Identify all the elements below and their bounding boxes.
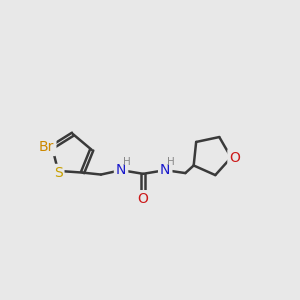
Text: H: H: [167, 157, 175, 166]
Text: N: N: [116, 163, 126, 177]
Text: H: H: [123, 157, 131, 166]
Text: O: O: [138, 192, 148, 206]
Text: S: S: [54, 166, 62, 180]
Text: O: O: [230, 151, 240, 164]
Text: N: N: [160, 163, 170, 177]
Text: Br: Br: [39, 140, 54, 154]
